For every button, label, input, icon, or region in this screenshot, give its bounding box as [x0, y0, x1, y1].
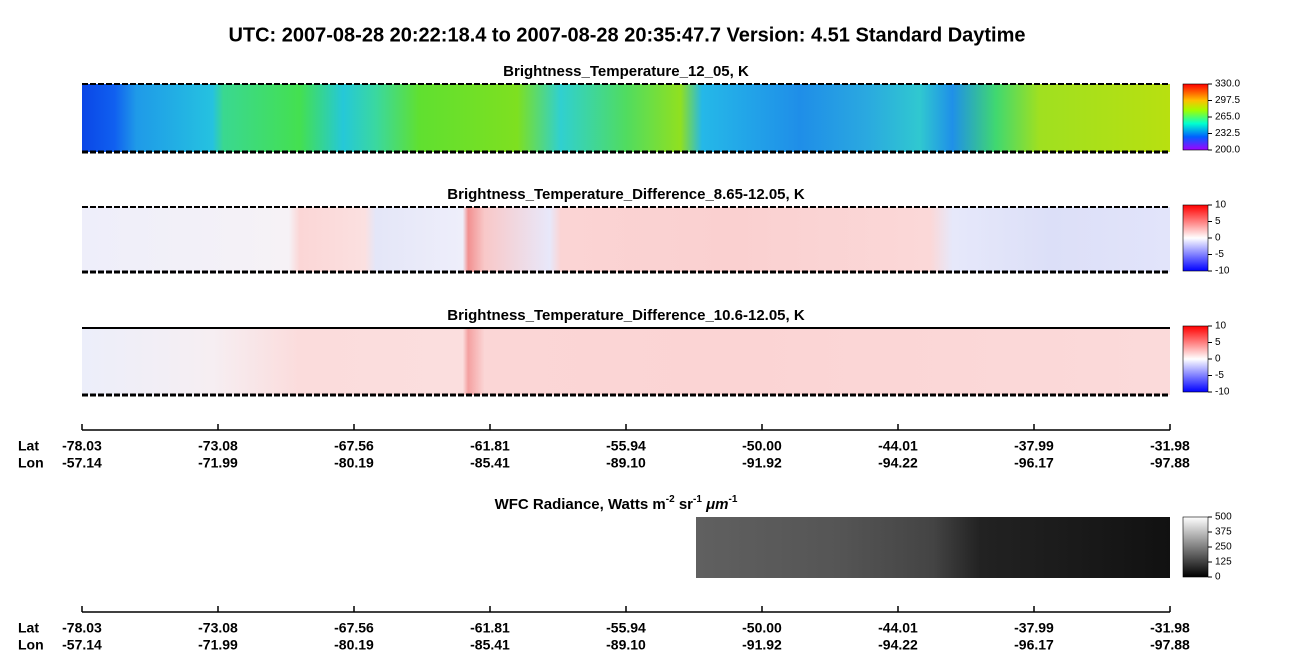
lat-label: -55.94 [606, 438, 646, 454]
lon-label: -57.14 [62, 637, 102, 653]
lon-label: -96.17 [1014, 637, 1054, 653]
colorbar-tick-label: 5 [1215, 337, 1221, 348]
lat-label: -44.01 [878, 438, 918, 454]
colorbar-tick-label: -5 [1215, 249, 1224, 260]
lon-label: -94.22 [878, 637, 918, 653]
lon-label: -80.19 [334, 455, 374, 471]
axis-label: Lon [18, 637, 44, 653]
lat-label: -67.56 [334, 620, 374, 636]
lon-label: -91.92 [742, 637, 782, 653]
colorbar-tick-label: 0 [1215, 354, 1221, 365]
axis-label: Lat [18, 438, 39, 454]
lat-label: -73.08 [198, 438, 238, 454]
colorbar-tick-label: 0 [1215, 233, 1221, 244]
colorbar-tick-label: 10 [1215, 200, 1227, 211]
colorbar-tick-label: 297.5 [1215, 95, 1240, 106]
lat-label: -78.03 [62, 438, 102, 454]
colorbar-tick-label: 200.0 [1215, 145, 1240, 156]
lat-label: -37.99 [1014, 438, 1054, 454]
colorbar [1182, 516, 1209, 578]
image-panel [82, 84, 1170, 152]
lon-label: -85.41 [470, 455, 510, 471]
lon-label: -91.92 [742, 455, 782, 471]
colorbar-tick-label: 5 [1215, 216, 1221, 227]
lat-label: -67.56 [334, 438, 374, 454]
colorbar-tick-label: -10 [1215, 387, 1230, 398]
lon-label: -71.99 [198, 455, 238, 471]
colorbar-tick-label: 232.5 [1215, 128, 1240, 139]
colorbar-tick-label: 500 [1215, 512, 1232, 523]
axis-label: Lon [18, 455, 44, 471]
lon-label: -94.22 [878, 455, 918, 471]
panel-title: Brightness_Temperature_Difference_10.6-1… [447, 307, 805, 324]
colorbar [1182, 325, 1209, 393]
lon-label: -80.19 [334, 637, 374, 653]
colorbar-tick-label: 265.0 [1215, 112, 1240, 123]
colorbar [1182, 83, 1209, 151]
image-panel [696, 517, 1170, 578]
colorbar-tick-label: 330.0 [1215, 79, 1240, 90]
page-title: UTC: 2007-08-28 20:22:18.4 to 2007-08-28… [228, 24, 1025, 46]
lon-label: -89.10 [606, 455, 646, 471]
colorbar-tick-label: 250 [1215, 542, 1232, 553]
colorbar-tick-label: 0 [1215, 572, 1221, 583]
colorbar-tick-label: -10 [1215, 266, 1230, 277]
colorbar [1182, 204, 1209, 272]
colorbar-tick-label: -5 [1215, 370, 1224, 381]
lon-label: -85.41 [470, 637, 510, 653]
lat-label: -31.98 [1150, 620, 1190, 636]
lat-label: -44.01 [878, 620, 918, 636]
lat-label: -50.00 [742, 620, 782, 636]
panel-title: Brightness_Temperature_Difference_8.65-1… [447, 186, 805, 203]
panel-title: Brightness_Temperature_12_05, K [503, 63, 749, 80]
lat-label: -37.99 [1014, 620, 1054, 636]
lon-label: -97.88 [1150, 637, 1190, 653]
panel-borders [82, 83, 1170, 397]
axis-label: Lat [18, 620, 39, 636]
lon-label: -97.88 [1150, 455, 1190, 471]
image-panel [82, 207, 1170, 272]
lat-label: -61.81 [470, 620, 510, 636]
panel-title: WFC Radiance, Watts m-2 sr-1 μm-1 [495, 494, 738, 513]
colorbar-tick-label: 125 [1215, 557, 1232, 568]
lon-label: -57.14 [62, 455, 102, 471]
lon-label: -96.17 [1014, 455, 1054, 471]
colorbar-tick-label: 375 [1215, 527, 1232, 538]
lat-label: -55.94 [606, 620, 646, 636]
lat-label: -73.08 [198, 620, 238, 636]
lon-label: -71.99 [198, 637, 238, 653]
lat-label: -31.98 [1150, 438, 1190, 454]
lat-label: -50.00 [742, 438, 782, 454]
colorbar-tick-label: 10 [1215, 321, 1227, 332]
lon-label: -89.10 [606, 637, 646, 653]
image-panel [82, 328, 1170, 395]
lat-label: -78.03 [62, 620, 102, 636]
lat-label: -61.81 [470, 438, 510, 454]
